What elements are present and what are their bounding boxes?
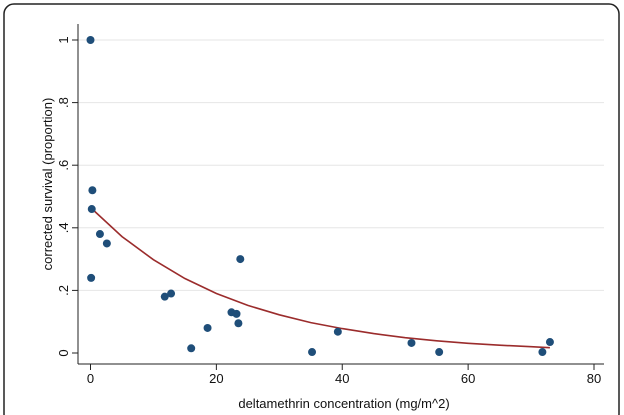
data-point-14 [308, 348, 317, 357]
fit-curve [89, 206, 550, 349]
y-tick-label-1: .2 [56, 285, 71, 296]
data-point-16 [407, 338, 416, 347]
y-tick-label-0: 0 [56, 349, 71, 356]
x-axis-label: deltamethrin concentration (mg/m^2) [238, 396, 449, 411]
data-point-5 [87, 273, 96, 282]
y-axis-ticks: 0 .2 .4 .6 .8 1 [56, 36, 78, 357]
y-tick-label-5: 1 [56, 36, 71, 43]
data-point-13 [236, 255, 245, 264]
x-tick-label-1: 20 [209, 371, 223, 386]
y-tick-label-3: .6 [56, 160, 71, 171]
data-point-17 [435, 348, 444, 357]
figure-frame [3, 3, 620, 415]
data-point-0 [86, 36, 95, 44]
data-points [86, 36, 554, 357]
data-point-6 [160, 292, 169, 301]
data-point-15 [333, 327, 342, 336]
y-tick-label-4: .8 [56, 97, 71, 108]
axes: 0 20 40 60 80 0 .2 .4 .6 .8 1 [56, 24, 604, 386]
x-tick-label-3: 60 [461, 371, 475, 386]
data-point-2 [87, 205, 96, 214]
data-point-18 [538, 348, 547, 357]
data-point-3 [95, 230, 104, 239]
grid-lines [78, 39, 604, 291]
data-point-19 [545, 338, 554, 347]
data-point-4 [102, 239, 111, 248]
data-point-7 [167, 289, 176, 298]
x-tick-label-4: 80 [587, 371, 601, 386]
x-axis-ticks: 0 20 40 60 80 [87, 364, 601, 386]
y-axis-label: corrected survival (proportion) [40, 98, 55, 271]
fit-curve-layer [89, 206, 550, 349]
data-point-9 [203, 323, 212, 332]
y-tick-label-2: .4 [56, 222, 71, 233]
data-point-8 [187, 344, 196, 353]
data-point-12 [234, 319, 243, 328]
x-tick-label-2: 40 [335, 371, 349, 386]
data-point-11 [232, 309, 241, 318]
data-point-1 [88, 186, 97, 195]
x-tick-label-0: 0 [87, 371, 94, 386]
